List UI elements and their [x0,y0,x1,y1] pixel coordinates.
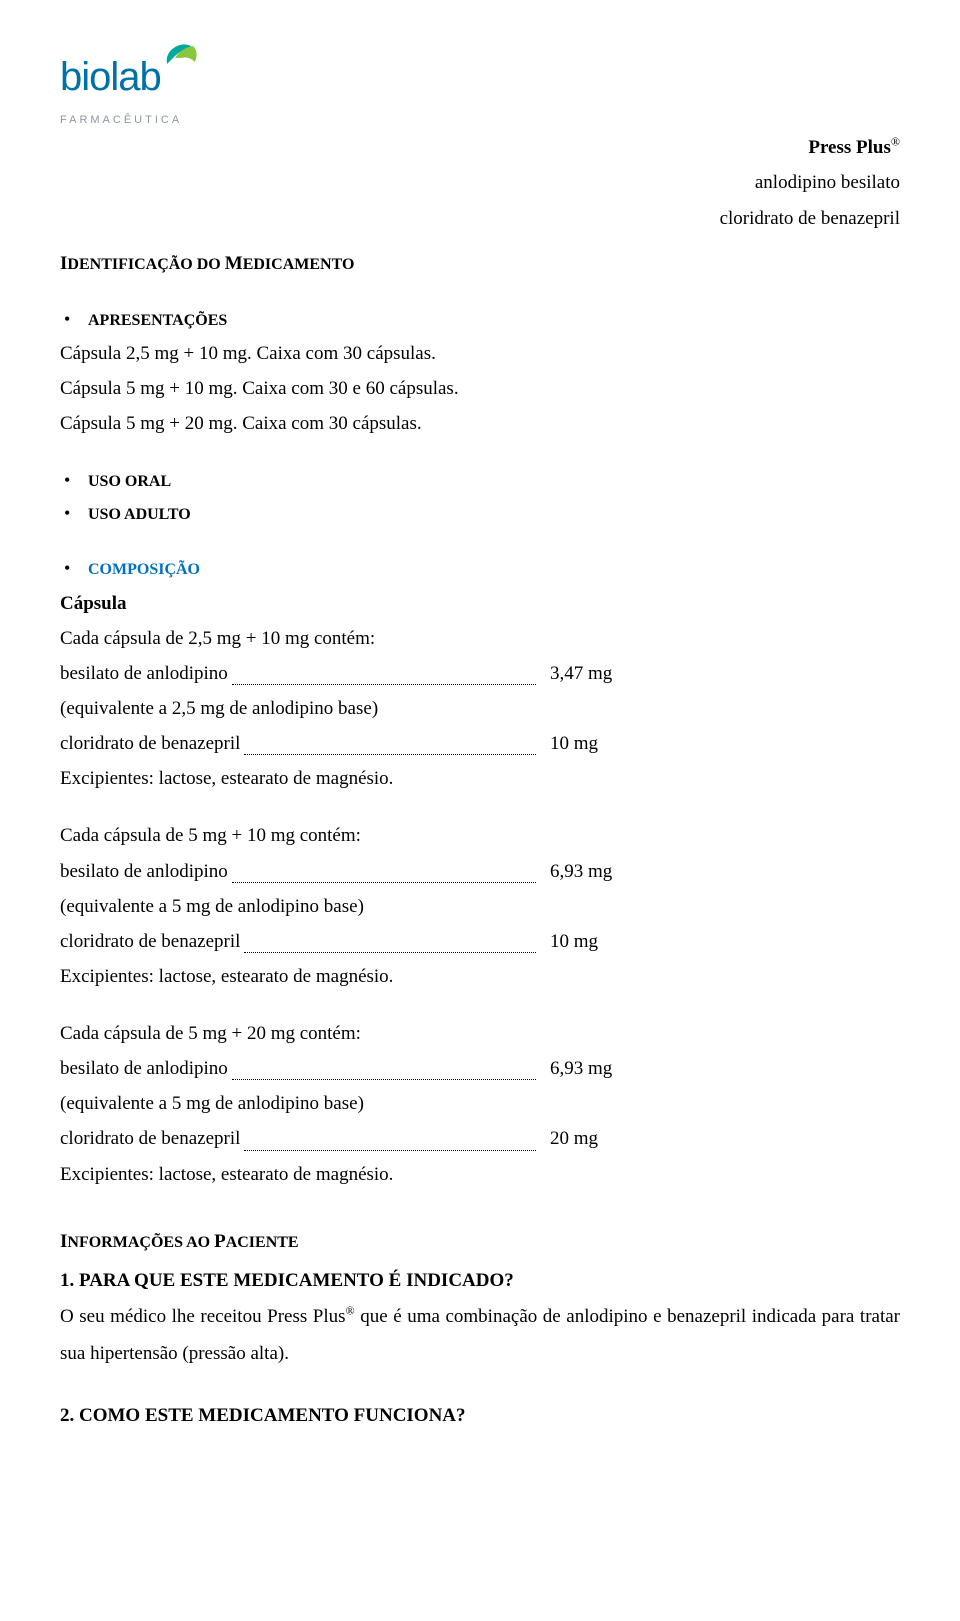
composition-list: COMPOSIÇÃO [88,552,900,585]
list-item: COMPOSIÇÃO [88,552,900,585]
ingredient-1: anlodipino besilato [60,165,900,200]
presentation-line-3: Cápsula 5 mg + 20 mg. Caixa com 30 cápsu… [60,406,900,441]
comp-block-header-2: Cada cápsula de 5 mg + 10 mg contém: [60,818,900,853]
comp-row: besilato de anlodipino 3,47 mg [60,656,900,691]
comp-row: cloridrato de benazepril 20 mg [60,1121,900,1156]
comp-label: besilato de anlodipino [60,1051,228,1086]
comp-value: 3,47 mg [540,656,630,691]
comp-row: besilato de anlodipino 6,93 mg [60,1051,900,1086]
product-header: Press Plus® anlodipino besilato cloridra… [60,130,900,235]
comp-equiv-3: (equivalente a 5 mg de anlodipino base) [60,1086,900,1121]
uso-adulto: USO ADULTO [88,506,191,523]
comp-row: besilato de anlodipino 6,93 mg [60,854,900,889]
q1-paragraph: O seu médico lhe receitou Press Plus® qu… [60,1298,900,1372]
comp-excip-1: Excipientes: lactose, estearato de magné… [60,761,900,796]
identification-title: IDENTIFICAÇÃO DO MEDICAMENTO [60,246,900,281]
comp-equiv-2: (equivalente a 5 mg de anlodipino base) [60,889,900,924]
logo: biolab [60,40,900,114]
dotted-leader [232,1079,536,1080]
presentation-line-2: Cápsula 5 mg + 10 mg. Caixa com 30 e 60 … [60,371,900,406]
ingredient-2: cloridrato de benazepril [60,201,900,236]
q2-heading: 2. COMO ESTE MEDICAMENTO FUNCIONA? [60,1398,900,1433]
reg-mark-icon: ® [346,1304,355,1318]
dotted-leader [232,684,536,685]
comp-value: 6,93 mg [540,1051,630,1086]
comp-label: cloridrato de benazepril [60,1121,240,1156]
comp-row: cloridrato de benazepril 10 mg [60,726,900,761]
patient-info-title: INFORMAÇÕES AO PACIENTE [60,1224,900,1259]
brand-line: Press Plus® [60,130,900,165]
leaf-icon [165,42,199,68]
comp-excip-2: Excipientes: lactose, estearato de magné… [60,959,900,994]
reg-mark-icon: ® [891,135,900,149]
comp-label: besilato de anlodipino [60,854,228,889]
dotted-leader [244,952,536,953]
presentation-line-1: Cápsula 2,5 mg + 10 mg. Caixa com 30 cáp… [60,336,900,371]
brand-name: Press Plus [808,137,891,158]
comp-excip-3: Excipientes: lactose, estearato de magné… [60,1157,900,1192]
comp-block-header-3: Cada cápsula de 5 mg + 20 mg contém: [60,1016,900,1051]
q1-heading: 1. PARA QUE ESTE MEDICAMENTO É INDICADO? [60,1263,900,1298]
identification-section: IDENTIFICAÇÃO DO MEDICAMENTO [60,246,900,281]
uso-oral: USO ORAL [88,473,171,490]
dotted-leader [244,1150,536,1151]
logo-text: biolab [60,40,161,114]
comp-label: cloridrato de benazepril [60,924,240,959]
composition-title: COMPOSIÇÃO [88,561,200,578]
comp-value: 6,93 mg [540,854,630,889]
presentations-title: APRESENTAÇÕES [88,312,227,329]
comp-label: cloridrato de benazepril [60,726,240,761]
usage-list: USO ORAL USO ADULTO [88,464,900,531]
q1-text-pre: O seu médico lhe receitou Press Plus [60,1306,346,1327]
comp-value: 10 mg [540,726,630,761]
list-item: USO ORAL [88,464,900,497]
comp-label: besilato de anlodipino [60,656,228,691]
comp-block-header-1: Cada cápsula de 2,5 mg + 10 mg contém: [60,621,900,656]
dotted-leader [232,882,536,883]
comp-value: 20 mg [540,1121,630,1156]
comp-value: 10 mg [540,924,630,959]
composition-subtitle: Cápsula [60,586,900,621]
dotted-leader [244,754,536,755]
comp-row: cloridrato de benazepril 10 mg [60,924,900,959]
comp-equiv-1: (equivalente a 2,5 mg de anlodipino base… [60,691,900,726]
logo-subtitle: FARMACÊUTICA [60,110,900,130]
list-item: APRESENTAÇÕES [88,303,900,336]
list-item: USO ADULTO [88,497,900,530]
presentations-list: APRESENTAÇÕES [88,303,900,336]
logo-header: biolab FARMACÊUTICA [60,40,900,130]
